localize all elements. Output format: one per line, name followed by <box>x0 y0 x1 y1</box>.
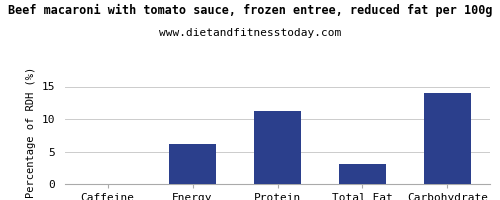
Bar <box>339 164 386 184</box>
Bar <box>254 111 301 184</box>
Text: www.dietandfitnesstoday.com: www.dietandfitnesstoday.com <box>159 28 341 38</box>
Bar <box>169 144 216 184</box>
Y-axis label: Percentage of RDH (%): Percentage of RDH (%) <box>26 66 36 198</box>
Text: Beef macaroni with tomato sauce, frozen entree, reduced fat per 100g: Beef macaroni with tomato sauce, frozen … <box>8 4 492 17</box>
Bar <box>424 93 470 184</box>
